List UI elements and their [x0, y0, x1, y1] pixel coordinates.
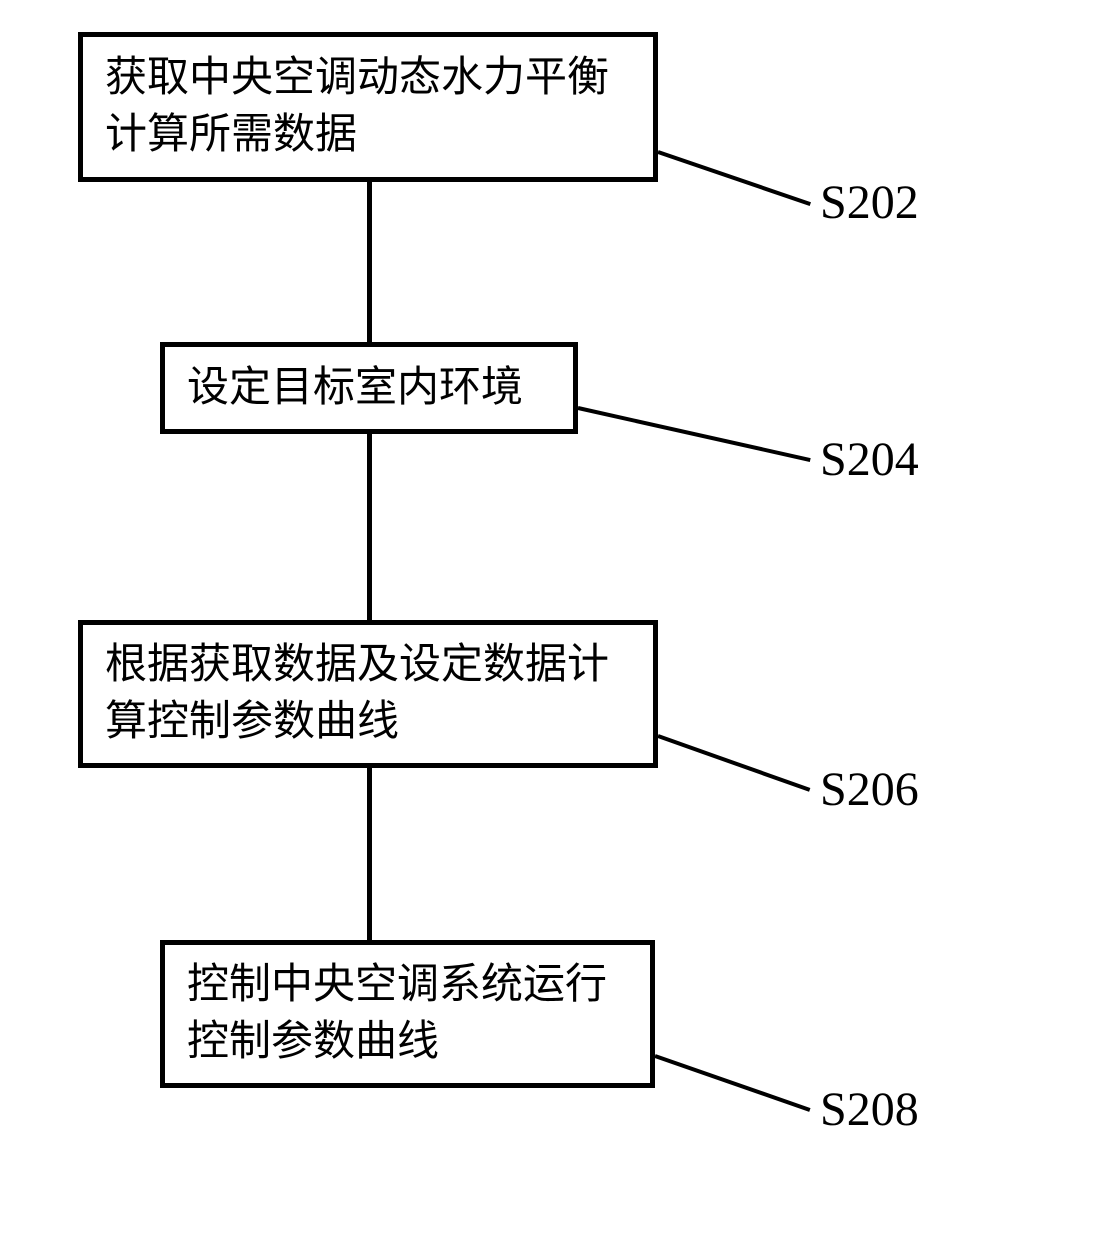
node-text: 设定目标室内环境 — [187, 360, 523, 417]
step-label-3: S206 — [820, 762, 919, 817]
flowchart-container: 获取中央空调动态水力平衡计算所需数据 设定目标室内环境 根据获取数据及设定数据计… — [0, 0, 1101, 1241]
label-text-value: S208 — [820, 1083, 919, 1136]
node-text: 获取中央空调动态水力平衡计算所需数据 — [105, 50, 631, 163]
flowchart-node-1: 获取中央空调动态水力平衡计算所需数据 — [78, 32, 658, 182]
connector-1-2 — [367, 182, 372, 342]
label-text-value: S206 — [820, 763, 919, 816]
connector-2-3 — [367, 434, 372, 620]
flowchart-node-3: 根据获取数据及设定数据计算控制参数曲线 — [78, 620, 658, 768]
step-label-4: S208 — [820, 1082, 919, 1137]
label-line-1 — [657, 150, 810, 206]
label-line-3 — [657, 734, 810, 792]
label-text-value: S202 — [820, 176, 919, 229]
node-text: 控制中央空调系统运行控制参数曲线 — [187, 957, 628, 1070]
flowchart-node-2: 设定目标室内环境 — [160, 342, 578, 434]
flowchart-node-4: 控制中央空调系统运行控制参数曲线 — [160, 940, 655, 1088]
connector-3-4 — [367, 768, 372, 940]
step-label-2: S204 — [820, 432, 919, 487]
step-label-1: S202 — [820, 175, 919, 230]
node-text: 根据获取数据及设定数据计算控制参数曲线 — [105, 637, 631, 750]
label-line-4 — [654, 1054, 810, 1112]
label-text-value: S204 — [820, 433, 919, 486]
label-line-2 — [578, 406, 811, 462]
